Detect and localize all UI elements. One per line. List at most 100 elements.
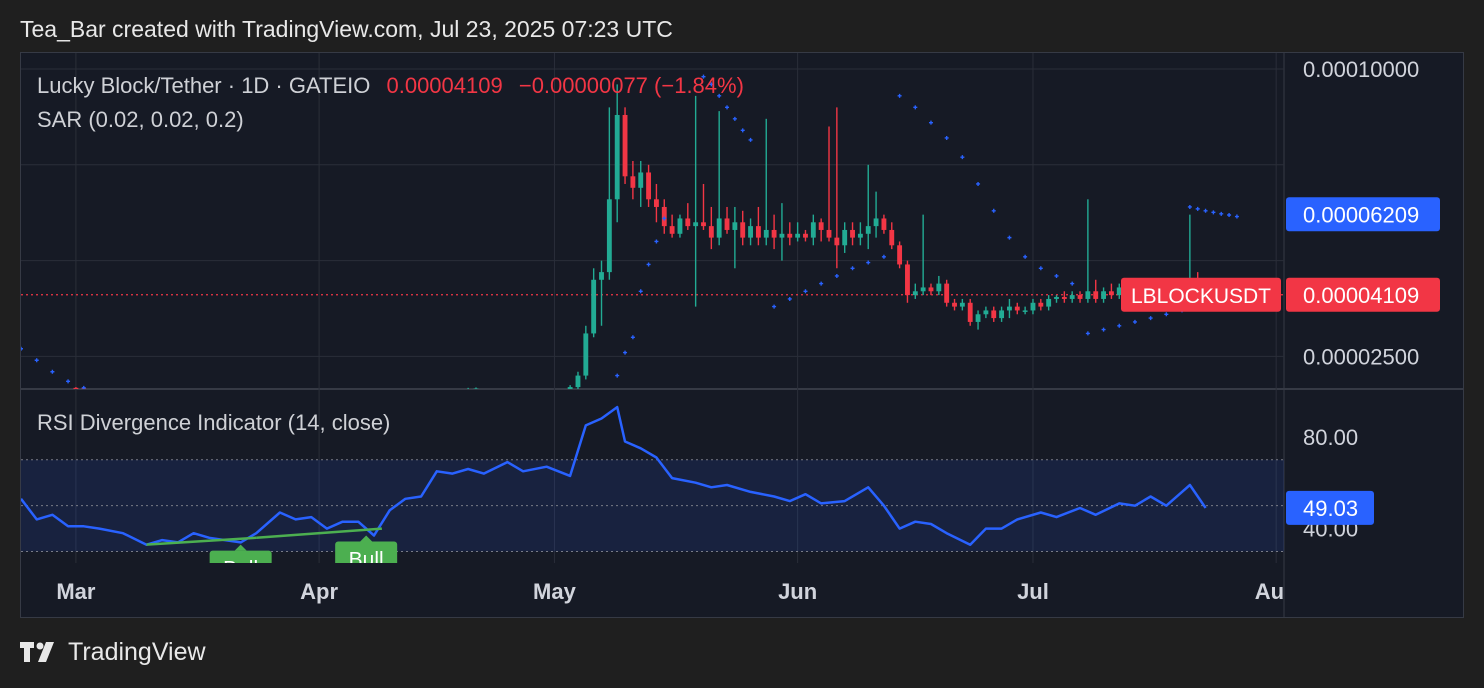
- candle-body: [912, 291, 918, 296]
- candle-body: [677, 218, 683, 234]
- sar-point: [944, 135, 949, 140]
- sar-point: [701, 74, 706, 79]
- candle-body: [1038, 302, 1044, 307]
- candle-body: [614, 114, 620, 200]
- candle-body: [763, 229, 769, 238]
- candle-body: [583, 333, 589, 376]
- sar-point: [568, 393, 572, 397]
- candle-body: [748, 226, 753, 238]
- sar-point: [1070, 281, 1075, 286]
- candle-body: [959, 302, 965, 307]
- bull-label: Bull: [209, 544, 272, 581]
- sar-point: [1195, 206, 1200, 211]
- candle-body: [842, 229, 848, 246]
- sar-point: [630, 335, 635, 340]
- candle-body: [857, 233, 863, 238]
- price-label-text: 0.00004109: [1303, 283, 1419, 308]
- candle-body: [881, 218, 887, 230]
- candle-body: [1022, 310, 1028, 312]
- bull-label-pointer: [234, 544, 247, 551]
- sar-point: [787, 296, 792, 301]
- bull-label-text: Bull: [223, 558, 258, 581]
- candle-body: [473, 388, 479, 389]
- sar-point: [1085, 331, 1090, 336]
- sar-point: [928, 120, 933, 125]
- bull-label: Bull: [335, 535, 398, 571]
- sar-point: [1007, 235, 1012, 240]
- sar-point: [50, 369, 55, 374]
- sar-point: [748, 137, 753, 142]
- candle-body: [1014, 306, 1020, 311]
- candle-body: [952, 302, 957, 307]
- candle-body: [905, 264, 910, 296]
- sar-point: [976, 181, 981, 186]
- candle-body: [560, 391, 565, 395]
- candle-body: [599, 272, 604, 280]
- candle-body: [1007, 306, 1012, 311]
- candle-body: [685, 218, 691, 227]
- sar-layer: [21, 74, 1239, 397]
- sar-point: [725, 105, 730, 110]
- bull-label-box: [209, 550, 272, 563]
- rsi-value-text: 49.03: [1303, 496, 1358, 521]
- candle-body: [653, 199, 659, 207]
- candle-body: [1085, 291, 1091, 299]
- tradingview-logo-icon: [20, 641, 54, 662]
- chart-canvas[interactable]: 0.00010000 0.00002500 0.00006209 0.00004109…: [21, 53, 1463, 617]
- sar-point: [654, 239, 659, 244]
- candle-body: [850, 229, 855, 238]
- sar-point: [1164, 312, 1169, 317]
- sar-point: [709, 82, 714, 87]
- candle-body: [708, 226, 714, 238]
- candle-body: [732, 222, 738, 230]
- sar-point: [960, 155, 965, 160]
- candle-body: [991, 310, 997, 319]
- sar-point: [1117, 323, 1122, 328]
- sar-point: [866, 260, 871, 265]
- candle-body: [638, 172, 644, 188]
- candle-body: [818, 222, 824, 230]
- symbol-title: Lucky Block/Tether · 1D · GATEIO: [37, 73, 371, 98]
- candle-body: [826, 229, 832, 238]
- time-axis-tick: Mar: [56, 579, 96, 604]
- price-label-box: [1286, 277, 1440, 312]
- candle-body: [779, 233, 785, 238]
- bull-label-pointer: [360, 535, 373, 542]
- candle-body: [724, 218, 730, 230]
- candle-body: [1116, 287, 1122, 296]
- sar-point: [1187, 204, 1192, 209]
- candle-body: [1030, 302, 1036, 311]
- candle-body: [928, 287, 934, 292]
- candle-body: [669, 226, 675, 234]
- chart-legend-symbol: Lucky Block/Tether · 1D · GATEIO 0.00004…: [37, 73, 744, 99]
- footer-brand[interactable]: TradingView: [68, 638, 206, 666]
- rsi-layer: [21, 405, 1207, 546]
- sar-point: [638, 289, 643, 294]
- sar-point: [1203, 208, 1208, 213]
- candle-body: [1077, 295, 1083, 299]
- sar-point: [1023, 254, 1028, 259]
- candle-body: [567, 387, 573, 389]
- symbol-badge: [1121, 277, 1281, 312]
- candle-body: [693, 222, 699, 227]
- candle-body: [944, 283, 950, 303]
- sar-point: [740, 128, 745, 133]
- candle-body: [755, 226, 761, 238]
- sar-point: [1219, 211, 1224, 216]
- time-axis-tick: May: [533, 579, 577, 604]
- price-axis-tick: 0.00010000: [1303, 57, 1419, 82]
- sar-point: [803, 289, 808, 294]
- snapshot-header: Tea_Bar created with TradingView.com, Ju…: [20, 16, 673, 42]
- sar-point: [623, 350, 628, 355]
- bull-divergence-line: [256, 527, 382, 540]
- sar-point: [66, 379, 71, 384]
- time-axis-tick: Apr: [300, 579, 338, 604]
- candle-body: [1093, 291, 1099, 299]
- sar-point: [1148, 316, 1153, 321]
- candle-body: [1108, 291, 1114, 296]
- candle-body: [740, 222, 746, 238]
- bull-label-text: Bull: [349, 548, 384, 571]
- price-label-box: [1286, 197, 1440, 232]
- sar-point: [1234, 214, 1239, 219]
- candle-body: [646, 172, 652, 200]
